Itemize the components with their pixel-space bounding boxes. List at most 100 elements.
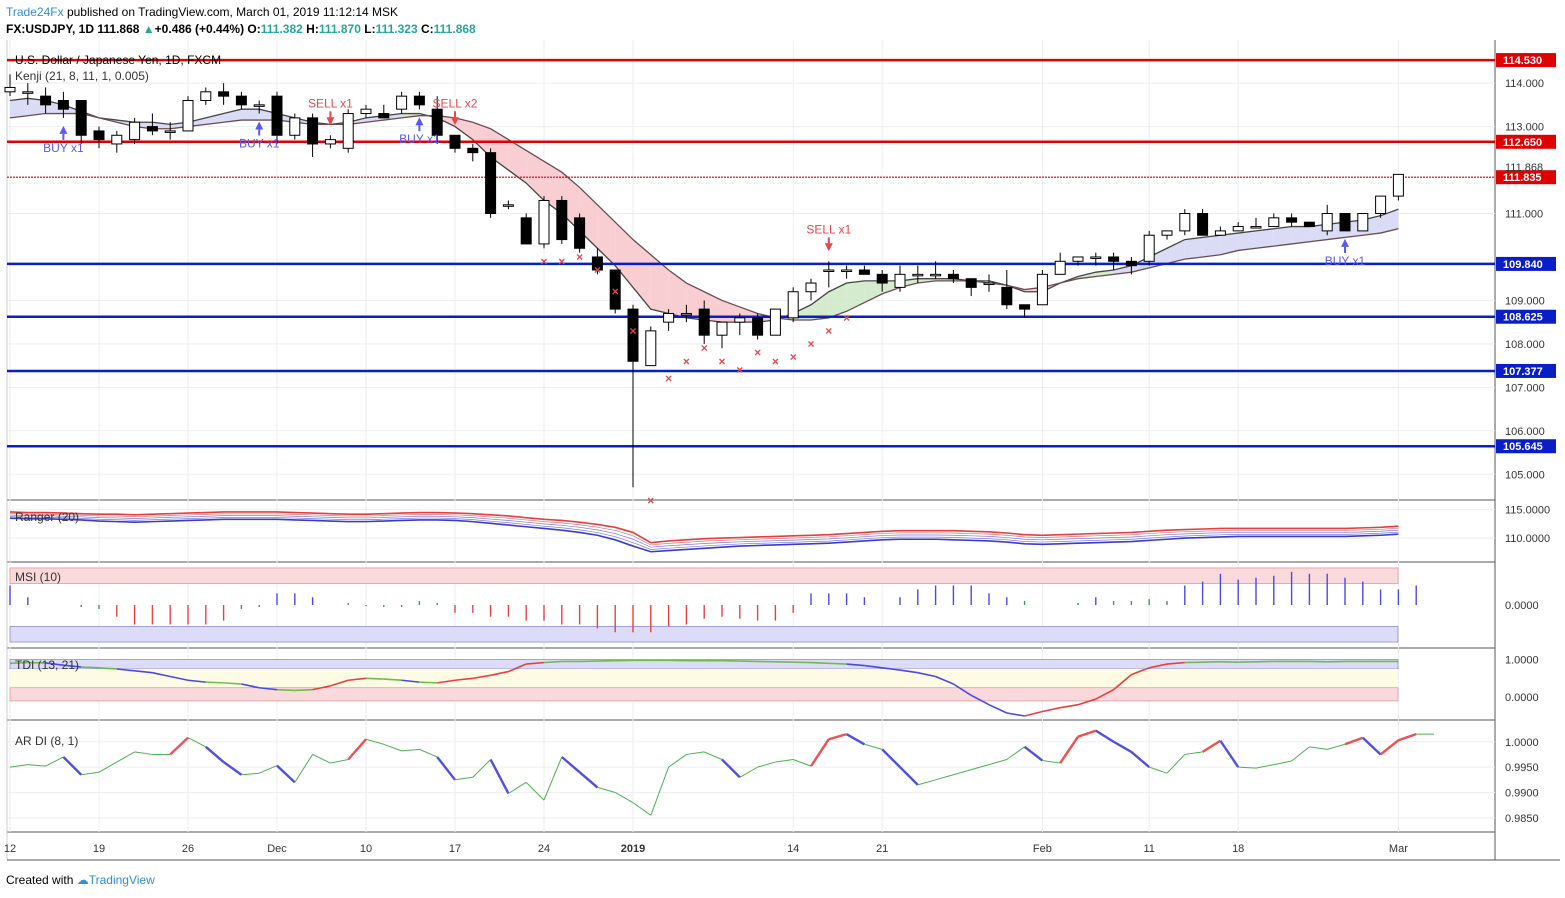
tdi-line-segment <box>63 664 82 668</box>
cloud-segment <box>241 109 260 121</box>
tdi-line-segment <box>419 681 438 684</box>
candle-bear <box>57 100 69 110</box>
ardi-line-segment <box>757 761 776 768</box>
open-value: 111.382 <box>260 22 303 36</box>
x-tick-label: Mar <box>1389 843 1408 855</box>
tdi-line-segment <box>1149 663 1168 669</box>
candle-bear <box>1001 286 1013 306</box>
ardi-line-segment <box>1006 746 1025 760</box>
cloud-segment <box>1202 235 1221 257</box>
ranger-band-line <box>9 513 1399 546</box>
ardi-line-segment <box>881 748 901 768</box>
candle-bull <box>342 113 354 149</box>
header-ohlc: FX:USDJPY, 1D 111.868 ▲+0.486 (+0.44%) O… <box>6 22 476 36</box>
candle-bear <box>218 91 230 97</box>
tdi-line-segment <box>134 670 153 674</box>
ardi-line-segment <box>365 738 384 745</box>
ardi-line-segment <box>1238 766 1257 769</box>
candle-bull <box>663 312 675 323</box>
ardi-line-segment <box>668 754 687 768</box>
x-marker: × <box>540 254 547 268</box>
buy-arrow-icon <box>59 125 68 134</box>
ardi-line-segment <box>347 738 367 761</box>
ardi-line-segment <box>1273 760 1292 766</box>
tdi-line-segment <box>187 679 206 683</box>
x-marker: × <box>790 350 797 364</box>
candle-bull <box>253 104 265 107</box>
tdi-line-segment <box>330 679 349 687</box>
x-tick-label: 12 <box>4 843 16 855</box>
price-label-box <box>1496 363 1556 378</box>
msi-upper-zone <box>9 567 1399 584</box>
tdi-line-segment <box>846 663 865 667</box>
ardi-line-segment <box>1130 750 1150 769</box>
candle-bull <box>1036 273 1048 306</box>
y-tick-label: 114.000 <box>1505 78 1544 90</box>
ardi-line-segment <box>134 751 153 755</box>
tdi-line-segment <box>882 667 901 671</box>
candle-bull <box>680 312 692 316</box>
cloud-segment <box>1273 226 1292 247</box>
ardi-line-segment <box>27 764 46 767</box>
x-tick-label: 14 <box>787 843 799 855</box>
ardi-line-segment <box>1379 739 1400 756</box>
ardi-line-segment <box>632 802 652 816</box>
x-marker: × <box>612 285 619 299</box>
candle-bull <box>1357 213 1369 232</box>
close-value: 111.868 <box>433 22 476 36</box>
cloud-segment <box>1167 239 1185 264</box>
ardi-line-segment <box>917 779 936 786</box>
ranger-upper-line <box>9 511 1399 544</box>
ardi-line-segment <box>222 761 243 776</box>
tdi-line-segment <box>259 686 278 691</box>
cloud-segment <box>811 291 829 320</box>
y-tick-label: 0.9900 <box>1505 787 1539 799</box>
tdi-line-segment <box>365 677 384 680</box>
candle-bear <box>40 95 52 106</box>
ardi-line-segment <box>1344 736 1364 746</box>
price-label-text: 108.625 <box>1503 312 1543 324</box>
tdi-line-segment <box>917 671 936 678</box>
x-marker: × <box>558 254 565 268</box>
tradingview-logo-icon[interactable]: ☁ <box>76 873 89 887</box>
x-tick-label: Dec <box>267 843 287 855</box>
cloud-segment <box>10 98 28 118</box>
tdi-line-segment <box>45 662 64 666</box>
ranger-band-line <box>9 516 1399 550</box>
ardi-line-segment <box>793 759 812 767</box>
cloud-segment <box>864 280 883 303</box>
x-tick-label: 2019 <box>621 843 645 855</box>
y-tick-label: 110.0000 <box>1505 533 1550 545</box>
ardi-line-segment <box>988 759 1007 766</box>
ardi-line-segment <box>330 759 349 764</box>
tdi-line-segment <box>437 679 456 684</box>
ardi-line-segment <box>1201 739 1222 753</box>
close-label: C: <box>420 22 434 36</box>
ardi-line-segment <box>1291 746 1310 762</box>
cloud-segment <box>455 117 473 140</box>
tdi-line-segment <box>1024 710 1043 717</box>
candle-bull <box>983 282 995 286</box>
candle-bear <box>271 95 283 136</box>
candle-bear <box>413 95 425 106</box>
tdi-line-segment <box>1077 698 1097 706</box>
candle-bull <box>111 134 123 145</box>
y-tick-label: 115.0000 <box>1505 505 1550 517</box>
x-marker: × <box>772 354 779 368</box>
candle-bull <box>1214 230 1226 236</box>
author-link[interactable]: Trade24Fx <box>6 5 64 19</box>
cloud-segment <box>1291 226 1310 244</box>
candle-bear <box>591 256 603 271</box>
y-tick-label: 106.000 <box>1505 426 1545 438</box>
x-tick-label: 11 <box>1143 843 1154 855</box>
x-tick-label: 17 <box>449 843 461 855</box>
ardi-line-segment <box>899 766 919 786</box>
tdi-line-segment <box>1006 712 1025 717</box>
ardi-line-segment <box>419 748 438 758</box>
x-tick-label: 19 <box>93 843 105 855</box>
ardi-line-segment <box>650 766 670 816</box>
candle-bear <box>752 317 764 336</box>
header-published: Trade24Fx published on TradingView.com, … <box>6 5 398 19</box>
tradingview-logo-text[interactable]: TradingView <box>88 873 155 887</box>
